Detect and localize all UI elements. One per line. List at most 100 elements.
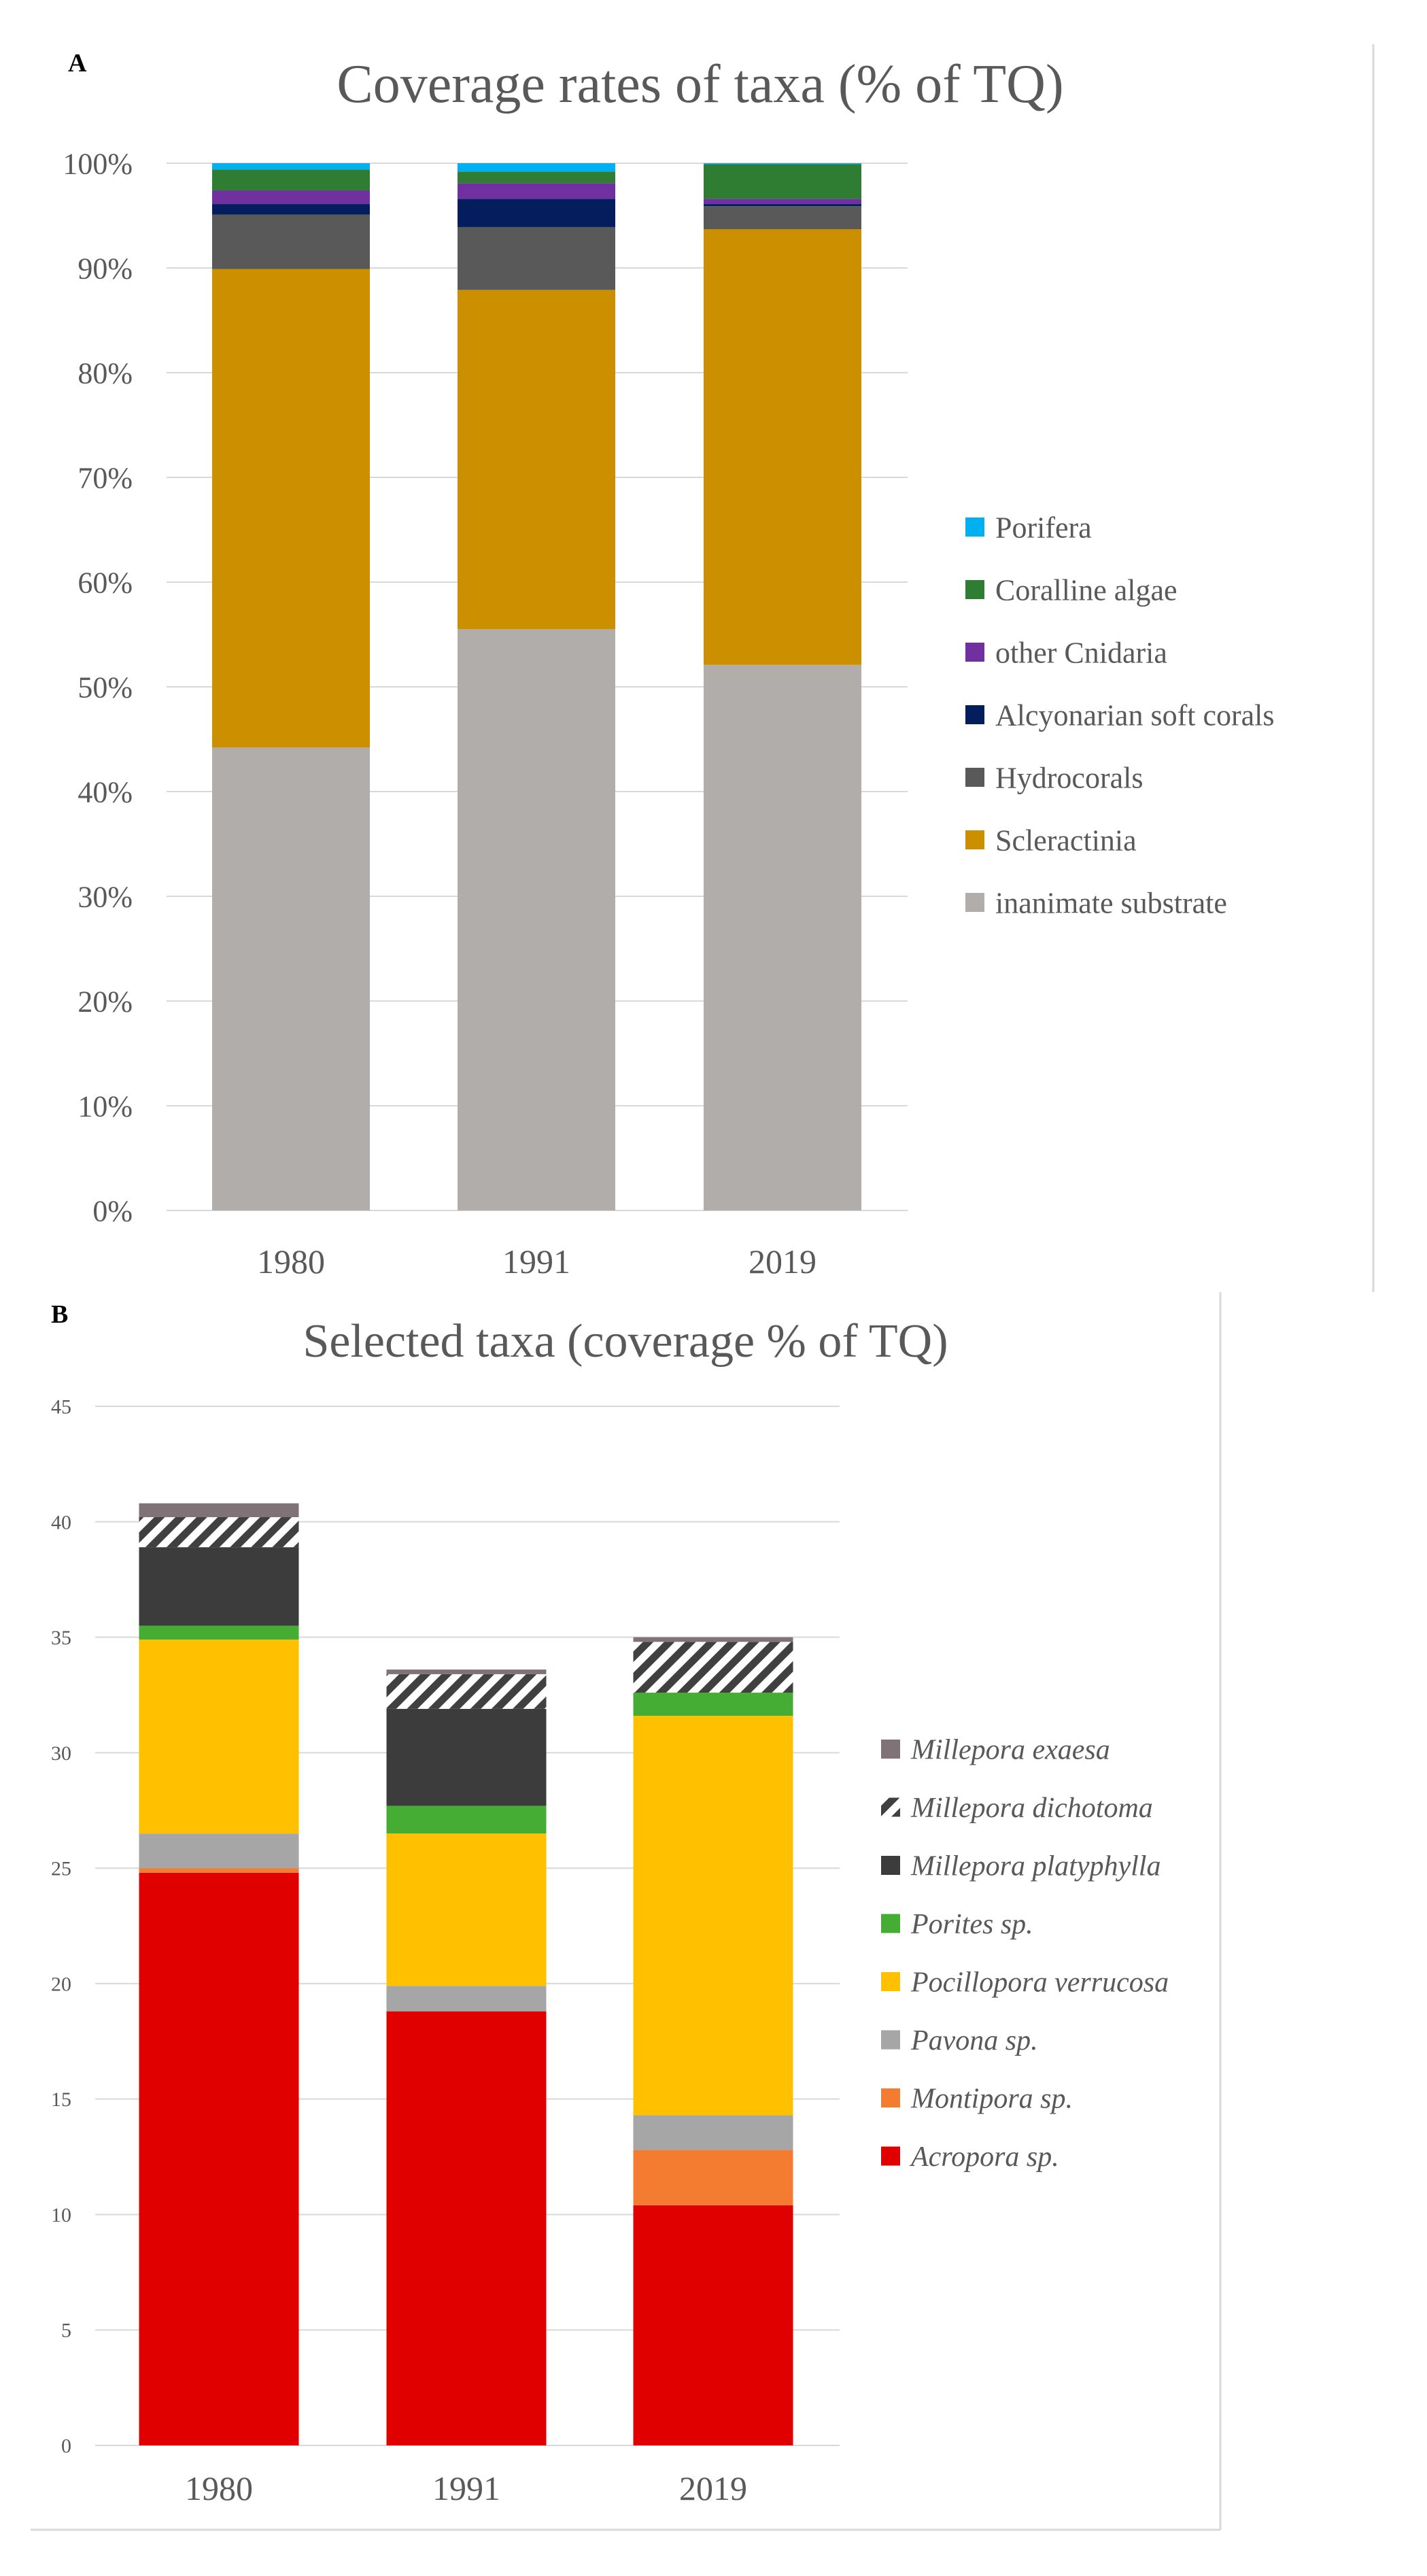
panel-b-legend: Millepora exaesa Millepora dichotoma Mille… bbox=[881, 1735, 1169, 2173]
bar-segment bbox=[704, 206, 861, 230]
y-tick-label: 100% bbox=[63, 147, 133, 180]
legend-swatch bbox=[965, 830, 984, 849]
x-tick-label: 1991 bbox=[432, 2469, 500, 2507]
legend-swatch bbox=[881, 1740, 900, 1759]
legend-swatch bbox=[965, 893, 984, 912]
y-tick-label: 70% bbox=[78, 461, 133, 494]
y-tick-label: 10% bbox=[78, 1089, 133, 1123]
legend-label: Hydrocorals bbox=[995, 761, 1144, 794]
bar-segment bbox=[386, 1986, 547, 2012]
panel-a-legend: Porifera Coralline algae other Cnidaria Alc… bbox=[965, 511, 1275, 919]
legend-swatch bbox=[881, 1914, 900, 1933]
bar-segment bbox=[139, 1625, 299, 1640]
legend-label: Alcyonarian soft corals bbox=[995, 698, 1275, 732]
y-tick-label: 15 bbox=[51, 2088, 71, 2111]
bar-segment bbox=[458, 629, 615, 1210]
bar-segment bbox=[139, 1516, 299, 1548]
legend-label: Millepora dichotoma bbox=[910, 1793, 1153, 1824]
bar-segment bbox=[386, 1833, 547, 1986]
panel-a-y-axis: 0% 10% 20% 30% 40% 50% 60% 70% 80% 90% 100% bbox=[63, 147, 133, 1227]
y-tick-label: 20% bbox=[78, 985, 133, 1018]
panel-a: A Coverage rates of taxa (% of TQ) 0% 10%… bbox=[63, 44, 1375, 1292]
legend-swatch bbox=[965, 580, 984, 599]
panel-a-title: Coverage rates of taxa (% of TQ) bbox=[337, 54, 1063, 114]
bar-segment bbox=[139, 1868, 299, 1873]
bar-segment bbox=[458, 199, 615, 227]
bar-segment bbox=[458, 171, 615, 184]
y-tick-label: 90% bbox=[78, 252, 133, 285]
bar-segment bbox=[704, 163, 861, 165]
bar-segment bbox=[704, 164, 861, 199]
legend-label: Porites sp. bbox=[910, 1909, 1033, 1940]
bar-segment bbox=[386, 1670, 547, 1674]
y-tick-label: 0% bbox=[92, 1194, 133, 1227]
bar-segment bbox=[458, 183, 615, 199]
y-tick-label: 45 bbox=[51, 1396, 71, 1419]
legend-swatch bbox=[881, 2088, 900, 2107]
x-tick-label: 2019 bbox=[749, 1242, 816, 1281]
bar-segment bbox=[633, 2150, 793, 2205]
bar-segment bbox=[212, 747, 370, 1210]
legend-swatch bbox=[881, 2030, 900, 2050]
bar-segment bbox=[212, 163, 370, 170]
bar-segment bbox=[633, 1716, 793, 2116]
bar-segment bbox=[386, 1708, 547, 1806]
bar-segment bbox=[704, 664, 861, 1210]
y-tick-label: 25 bbox=[51, 1858, 71, 1880]
panel-b-label: B bbox=[51, 1300, 68, 1329]
panel-a-x-axis: 1980 1991 2019 bbox=[257, 1242, 816, 1281]
bar-segment bbox=[386, 1674, 547, 1709]
legend-label: Pocillopora verrucosa bbox=[910, 1967, 1169, 1999]
legend-label: Coralline algae bbox=[995, 573, 1177, 607]
y-tick-label: 40% bbox=[78, 775, 133, 809]
legend-label: Millepora platyphylla bbox=[910, 1851, 1160, 1882]
bar-segment bbox=[458, 226, 615, 290]
bar-segment bbox=[633, 1693, 793, 1716]
legend-label: inanimate substrate bbox=[995, 886, 1227, 919]
legend-swatch bbox=[881, 1856, 900, 1875]
bar-segment bbox=[212, 214, 370, 269]
legend-label: Millepora exaesa bbox=[910, 1735, 1110, 1766]
x-tick-label: 1980 bbox=[185, 2469, 253, 2507]
x-tick-label: 1980 bbox=[257, 1242, 325, 1281]
bar-segment bbox=[212, 269, 370, 748]
legend-swatch bbox=[881, 1972, 900, 1991]
legend-label: Acropora sp. bbox=[909, 2141, 1059, 2173]
legend-swatch bbox=[965, 705, 984, 724]
legend-label: Scleractinia bbox=[995, 824, 1137, 857]
legend-swatch bbox=[881, 2146, 900, 2166]
bar-segment bbox=[139, 1639, 299, 1834]
y-tick-label: 30% bbox=[78, 880, 133, 913]
y-tick-label: 20 bbox=[51, 1973, 71, 1995]
bar-segment bbox=[212, 169, 370, 191]
legend-swatch bbox=[881, 1797, 900, 1817]
bar-segment bbox=[633, 2115, 793, 2150]
x-tick-label: 1991 bbox=[502, 1242, 570, 1281]
bar-segment bbox=[386, 2011, 547, 2445]
bar-segment bbox=[386, 1806, 547, 1834]
legend-label: Montipora sp. bbox=[910, 2084, 1073, 2115]
y-tick-label: 35 bbox=[51, 1627, 71, 1649]
y-tick-label: 0 bbox=[61, 2435, 71, 2458]
panel-a-label: A bbox=[68, 49, 87, 78]
bar-segment bbox=[458, 163, 615, 172]
bar-segment bbox=[633, 2205, 793, 2445]
bar-segment bbox=[139, 1547, 299, 1626]
y-tick-label: 10 bbox=[51, 2204, 71, 2226]
legend-label: other Cnidaria bbox=[995, 636, 1167, 669]
panel-b-bars bbox=[139, 1503, 793, 2445]
panel-b: B Selected taxa (coverage % of TQ) 0 5 10 1… bbox=[31, 1292, 1222, 2531]
bar-segment bbox=[704, 229, 861, 665]
y-tick-label: 5 bbox=[61, 2320, 71, 2342]
bar-segment bbox=[704, 199, 861, 205]
bar-segment bbox=[212, 190, 370, 205]
legend-swatch bbox=[965, 643, 984, 662]
panel-b-y-axis: 0 5 10 15 20 25 30 35 40 45 bbox=[51, 1396, 71, 2458]
y-tick-label: 40 bbox=[51, 1511, 71, 1533]
y-tick-label: 80% bbox=[78, 356, 133, 390]
y-tick-label: 60% bbox=[78, 566, 133, 599]
legend-label: Porifera bbox=[995, 511, 1092, 544]
bar-segment bbox=[458, 290, 615, 630]
y-tick-label: 50% bbox=[78, 671, 133, 704]
panel-b-title: Selected taxa (coverage % of TQ) bbox=[303, 1315, 948, 1368]
